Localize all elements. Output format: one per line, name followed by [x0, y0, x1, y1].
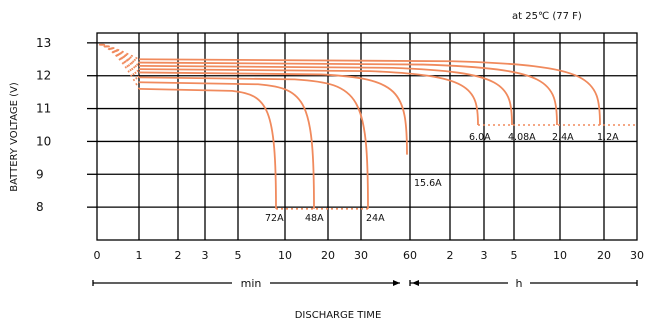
curve-label-15.6A: 15.6A — [414, 178, 442, 189]
x-tick-label: 5 — [235, 249, 242, 262]
initial-drop-48A — [99, 43, 140, 83]
x-tick-label: 5 — [511, 249, 518, 262]
curve-label-2.4A: 2.4A — [552, 132, 574, 143]
initial-drop-72A — [98, 43, 140, 90]
x-tick-label: 2 — [175, 249, 182, 262]
x-tick-label: 3 — [202, 249, 209, 262]
initial-drop-24A — [99, 43, 140, 78]
curve-label-48A: 48A — [305, 213, 324, 224]
x-tick-label: 60 — [403, 249, 417, 262]
curve-labels: 72A 48A 24A 15.6A 6.0A 4.08A 2.4A 1.2A — [265, 132, 619, 224]
y-tick-label: 8 — [36, 200, 44, 214]
discharge-curve-4.08A — [138, 64, 513, 126]
discharge-curve-6.0A — [138, 68, 479, 126]
discharge-curve-1.2A — [138, 58, 601, 126]
curve-label-24A: 24A — [366, 213, 385, 224]
unit-brackets: min h — [92, 276, 638, 290]
x-tick-label: 2 — [447, 249, 454, 262]
initial-drop-6.0A — [101, 43, 140, 70]
plot-grid — [87, 32, 638, 241]
min-unit-label: min — [241, 277, 262, 290]
curve-label-1.2A: 1.2A — [597, 132, 619, 143]
x-tick-label: 30 — [630, 249, 644, 262]
discharge-curve-72A — [138, 87, 277, 209]
temperature-annotation: at 25℃ (77 F) — [512, 11, 582, 22]
initial-drop-2.4A — [102, 43, 140, 64]
y-tick-label: 11 — [36, 102, 51, 116]
initial-drop-1.2A — [102, 43, 140, 61]
y-tick-label: 13 — [36, 36, 51, 50]
y-axis-title: BATTERY VOLTAGE (V) — [9, 82, 20, 192]
y-tick-label: 10 — [36, 134, 51, 148]
x-tick-label: 20 — [597, 249, 611, 262]
y-tick-label: 9 — [36, 167, 44, 181]
x-tick-label: 10 — [553, 249, 567, 262]
curve-label-72A: 72A — [265, 213, 284, 224]
curve-label-6.0A: 6.0A — [469, 132, 491, 143]
curve-label-4.08A: 4.08A — [508, 132, 536, 143]
discharge-curve-15.6A — [138, 71, 408, 155]
discharge-curve-48A — [138, 81, 315, 209]
discharge-curves — [98, 43, 637, 210]
x-tick-label: 30 — [354, 249, 368, 262]
x-axis-title: DISCHARGE TIME — [295, 310, 382, 321]
x-tick-label: 10 — [278, 249, 292, 262]
x-tick-label: 3 — [481, 249, 488, 262]
plot-frame — [96, 32, 638, 241]
discharge-curve-24A — [138, 76, 369, 209]
x-tick-label: 1 — [136, 249, 143, 262]
discharge-curve-2.4A — [138, 61, 558, 126]
x-tick-label: 0 — [94, 249, 101, 262]
initial-drop-4.08A — [101, 43, 140, 67]
y-tick-label: 12 — [36, 69, 51, 83]
x-tick-label: 20 — [321, 249, 335, 262]
h-unit-label: h — [516, 277, 523, 290]
